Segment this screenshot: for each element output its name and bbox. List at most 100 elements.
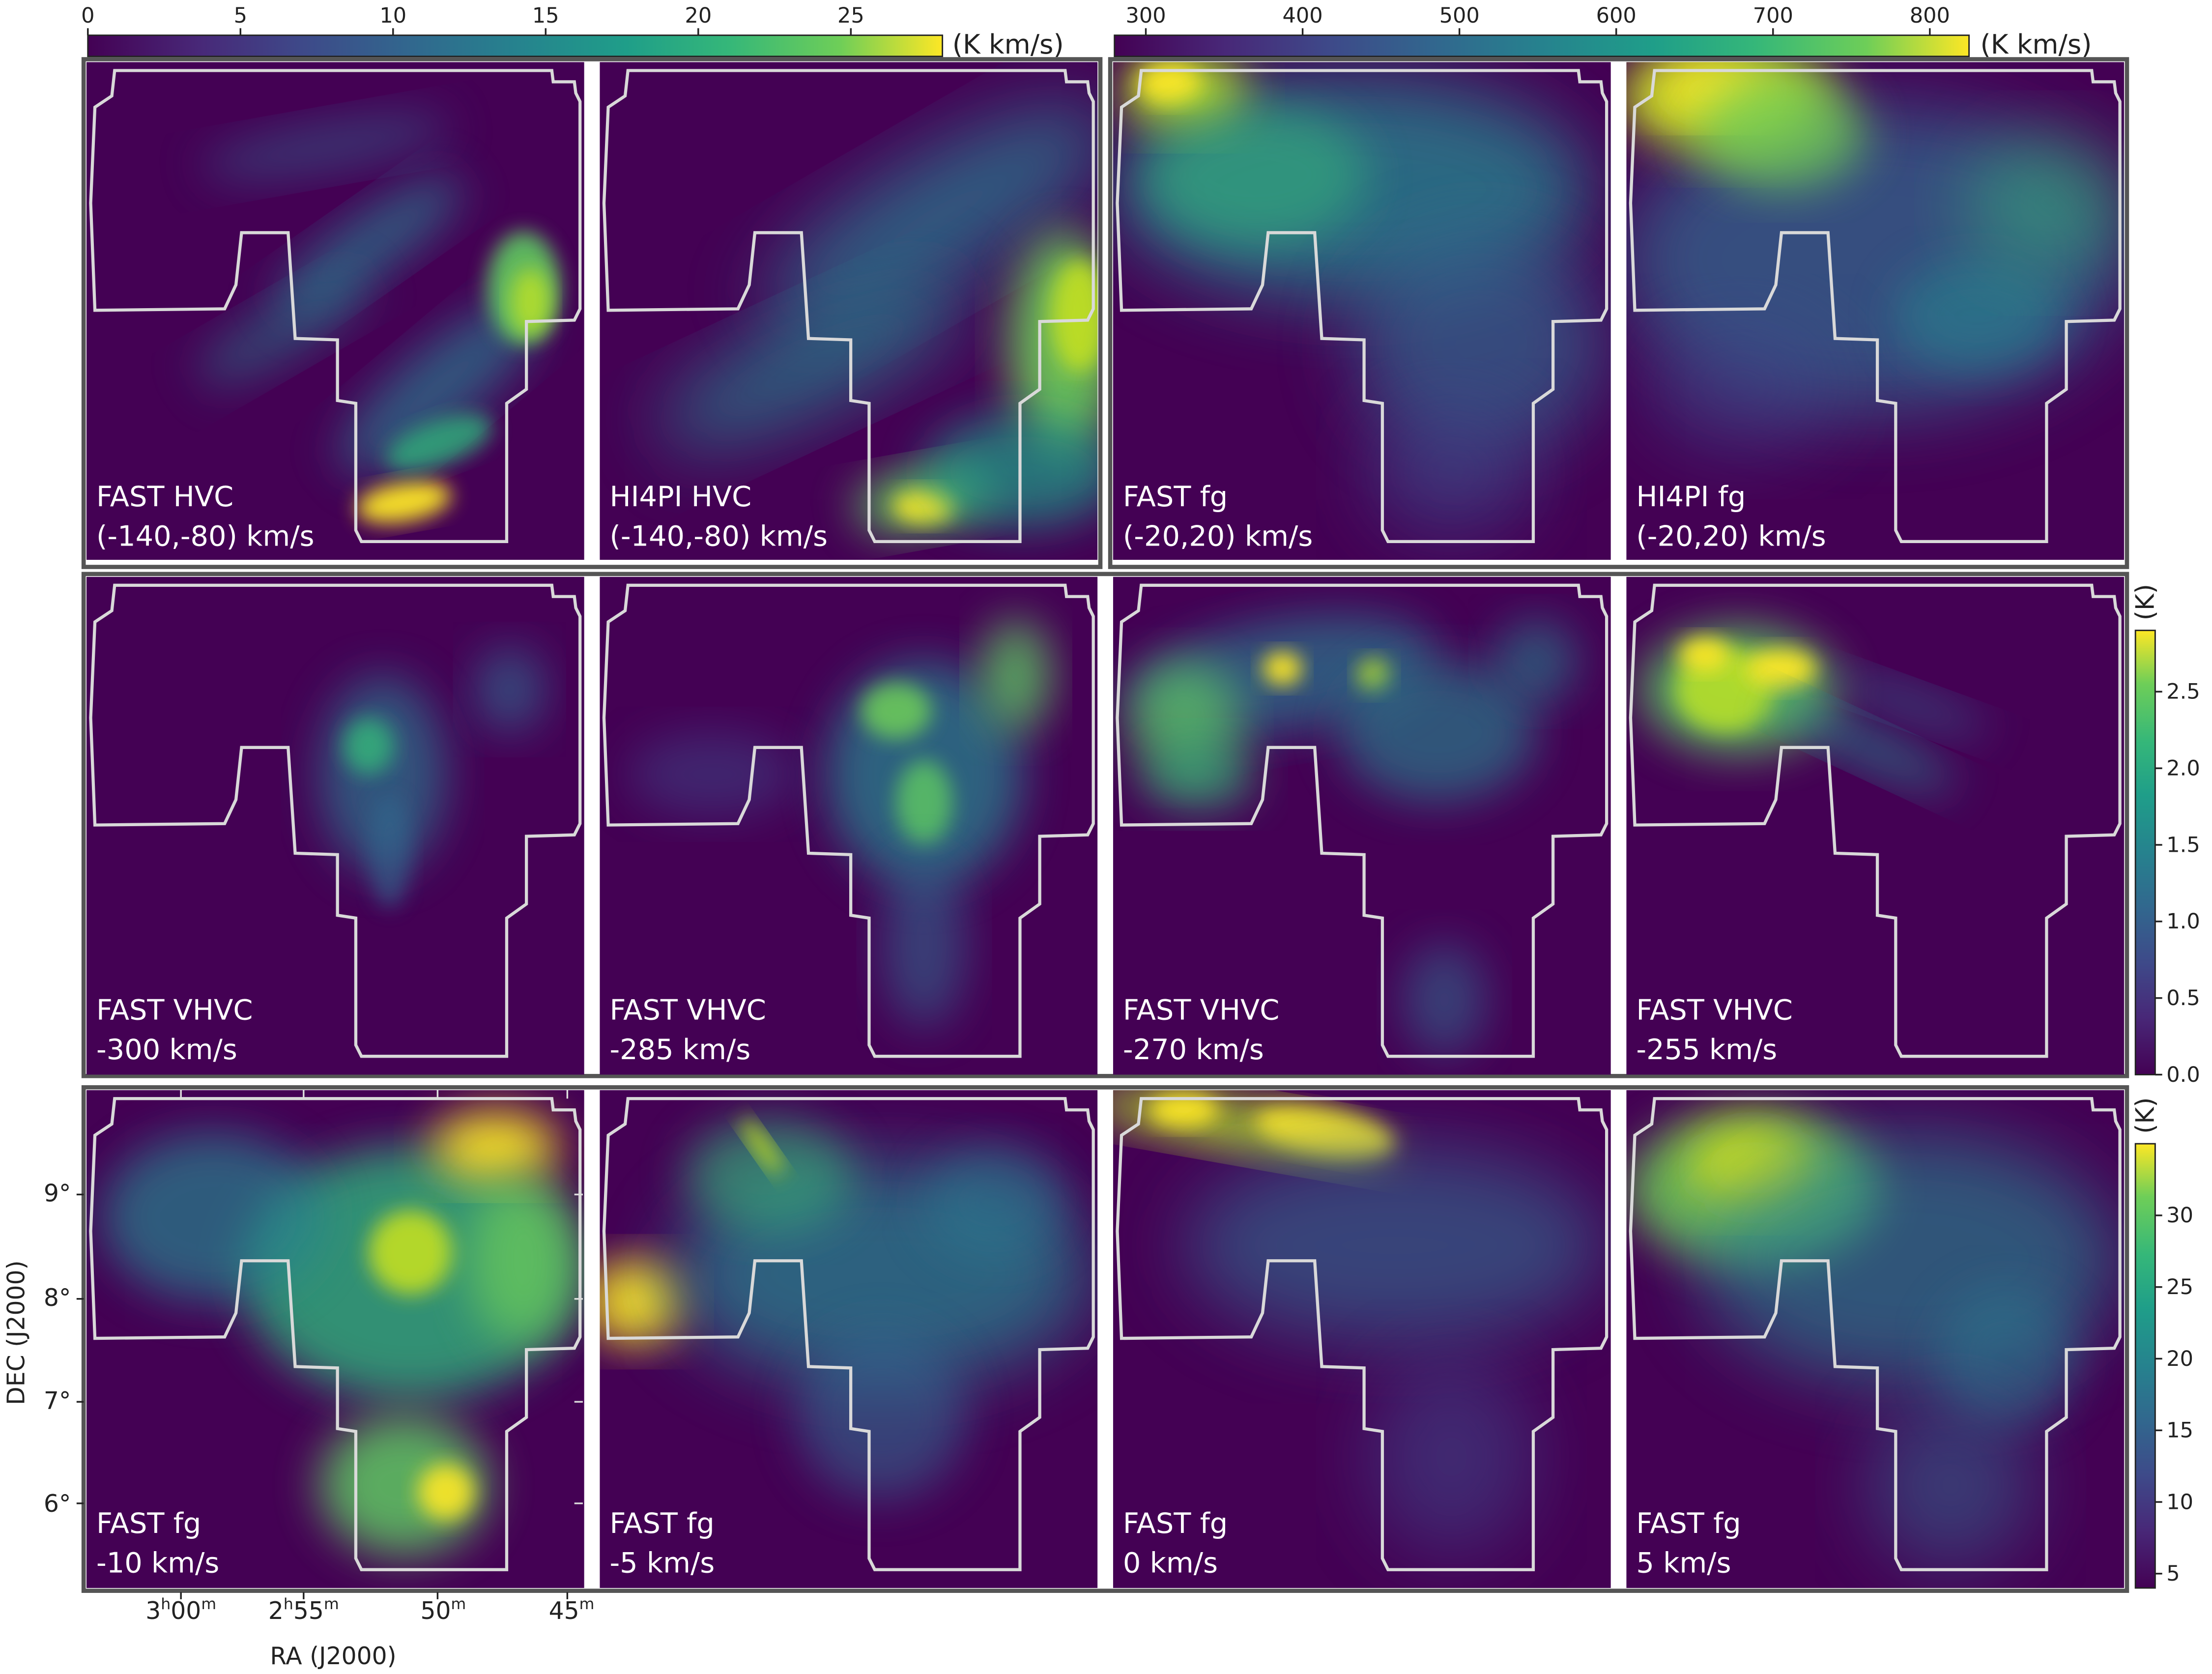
survey-footprint-outline — [1116, 69, 1609, 544]
emission-feature — [368, 795, 411, 908]
emission-feature — [431, 1111, 559, 1182]
map-panel — [600, 62, 1098, 560]
colorbar-unit-label: (K km/s) — [952, 29, 1064, 60]
colorbar-fg_chan — [2134, 1143, 2156, 1589]
dec-tick-label: 8° — [44, 1284, 71, 1312]
panel-10-label-line2: -5 km/s — [609, 1546, 715, 1579]
map-panel — [1113, 62, 1611, 560]
emission-feature — [1367, 400, 1536, 542]
emission-feature — [1402, 943, 1487, 1057]
emission-feature — [797, 1329, 967, 1500]
emission-feature — [418, 1464, 475, 1521]
map-panel — [1113, 577, 1611, 1075]
emission-feature — [1494, 619, 1579, 704]
emission-feature — [980, 619, 1051, 732]
colorbar-tick-label: 2.5 — [2166, 680, 2200, 704]
map-panel — [86, 62, 584, 560]
emission-feature — [201, 113, 452, 180]
emission-feature — [511, 268, 550, 336]
emission-feature — [1776, 700, 1956, 792]
emission-feature — [474, 647, 545, 732]
survey-footprint-outline — [1116, 583, 1609, 1058]
emission-feature — [1640, 316, 1838, 457]
colorbar-tick-label: 0.5 — [2166, 986, 2200, 1010]
panel-5-label-line1: FAST VHVC — [96, 994, 253, 1027]
colorbar-tick-label: 10 — [379, 3, 406, 28]
colorbar-tick-label: 1.0 — [2166, 909, 2200, 934]
colorbar-tick-label: 700 — [1753, 3, 1793, 28]
emission-feature — [368, 1210, 453, 1295]
emission-feature — [1866, 1400, 2036, 1570]
panel-9-label-line2: -10 km/s — [96, 1546, 219, 1579]
colorbar-tick-label: 15 — [2166, 1418, 2193, 1443]
emission-feature — [882, 859, 967, 1028]
emission-feature — [1263, 651, 1302, 686]
panel-2-label-line2: (-140,-80) km/s — [609, 520, 828, 552]
emission-feature — [1678, 637, 1729, 671]
ra-tick-label: 2h55m — [268, 1595, 339, 1625]
ra-tick-label: 45m — [549, 1595, 595, 1625]
colorbar-tick-label: 5 — [2166, 1561, 2180, 1586]
emission-feature — [1696, 76, 1867, 189]
panel-4-label-line1: HI4PI fg — [1636, 480, 1746, 513]
panel-11-label-line1: FAST fg — [1123, 1507, 1228, 1540]
emission-feature — [1051, 260, 1098, 373]
survey-footprint-outline — [1116, 1097, 1609, 1571]
colorbars: 0 5 10 15 20 25 (K km/s) 300 400 500 600 700 800 (K k… — [81, 3, 2200, 1589]
survey-footprint-outline — [89, 1097, 582, 1571]
colorbar-unit-label: (K) — [2130, 584, 2160, 620]
panel-12-label-line2: 5 km/s — [1636, 1546, 1731, 1579]
emission-feature — [1148, 1093, 1219, 1127]
panel-2-label-line1: HI4PI HVC — [609, 480, 751, 513]
panel-12-label-line1: FAST fg — [1636, 1507, 1741, 1540]
survey-footprint-outline — [602, 69, 1095, 544]
emission-feature — [764, 104, 1098, 330]
dec-tick-label: 6° — [44, 1490, 71, 1518]
emission-feature — [895, 760, 952, 845]
emission-feature — [197, 275, 371, 385]
panel-9-label-line1: FAST fg — [96, 1507, 201, 1540]
frame-vhvc — [81, 572, 2129, 1078]
colorbar-tick-label: 500 — [1439, 3, 1480, 28]
emission-feature — [861, 682, 931, 739]
map-panel — [1626, 1090, 2125, 1588]
panel-3-label-line2: (-20,20) km/s — [1123, 520, 1313, 552]
colorbar-tick-label: 600 — [1596, 3, 1637, 28]
panel-7-label-line2: -270 km/s — [1123, 1033, 1264, 1066]
emission-feature — [1828, 670, 1988, 737]
map-panel — [600, 577, 1098, 1075]
emission-feature — [100, 1132, 326, 1302]
frame-fg-channels — [81, 1085, 2129, 1593]
ra-tick-label: 50m — [420, 1595, 466, 1625]
emission-feature — [1255, 1107, 1394, 1158]
colorbar-tick-label: 10 — [2166, 1490, 2193, 1514]
colorbar-tick-label: 1.5 — [2166, 833, 2200, 857]
emission-feature — [600, 1259, 685, 1344]
colorbar-tick-label: 300 — [1125, 3, 1166, 28]
emission-feature — [741, 1118, 783, 1175]
colorbar-tick-label: 800 — [1910, 3, 1950, 28]
colorbar-tick-label: 20 — [685, 3, 712, 28]
panel-labels: FAST HVC (-140,-80) km/s HI4PI HVC (-140… — [96, 480, 1826, 1579]
panel-4-label-line2: (-20,20) km/s — [1636, 520, 1826, 552]
survey-footprint-outline — [1629, 1097, 2122, 1571]
group-frames — [81, 57, 2129, 1593]
frame-hvc — [81, 57, 1103, 569]
emission-feature — [924, 1146, 1065, 1260]
emission-feature — [385, 414, 493, 472]
colorbar-fg_int — [1114, 34, 1970, 58]
survey-footprint-outline — [1629, 69, 2122, 544]
colorbar-tick-label: 400 — [1283, 3, 1323, 28]
map-panel — [1626, 577, 2125, 1075]
survey-footprint-outline — [602, 583, 1095, 1058]
colorbar-tick-label: 5 — [234, 3, 247, 28]
emission-feature — [1141, 104, 1367, 246]
emission-feature — [338, 299, 540, 474]
axis-ticks — [76, 1193, 569, 1599]
colorbar-tick-label: 25 — [837, 3, 864, 28]
panel-3-label-line1: FAST fg — [1123, 480, 1228, 513]
panel-1-label-line2: (-140,-80) km/s — [96, 520, 315, 552]
colorbar-hvc — [87, 34, 944, 58]
colorbar-unit-label: (K km/s) — [1981, 29, 2092, 60]
survey-footprint-outline — [602, 1097, 1095, 1571]
